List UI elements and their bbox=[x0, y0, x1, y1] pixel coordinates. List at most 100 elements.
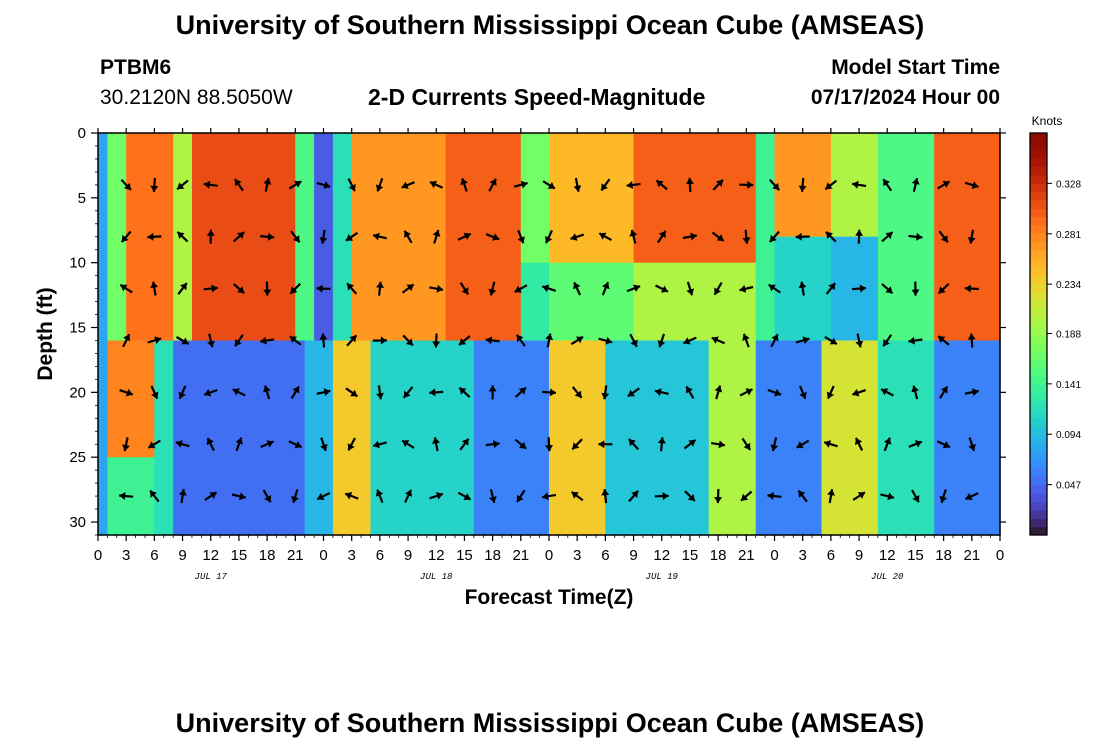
x-tick-label: 21 bbox=[512, 547, 529, 564]
current-arrow bbox=[908, 336, 923, 345]
current-arrow bbox=[880, 492, 895, 501]
colorbar-segment bbox=[1030, 216, 1047, 226]
colorbar-segment bbox=[1030, 409, 1047, 419]
current-arrow bbox=[685, 177, 694, 192]
y-tick-label: 15 bbox=[69, 320, 86, 337]
current-arrow bbox=[206, 437, 215, 451]
current-arrow bbox=[686, 281, 695, 296]
current-arrow bbox=[601, 385, 610, 400]
current-arrow bbox=[404, 489, 413, 503]
x-tick-label: 3 bbox=[348, 547, 356, 564]
current-arrow bbox=[881, 283, 894, 295]
current-arrow bbox=[263, 177, 272, 192]
speed-cell bbox=[755, 340, 823, 536]
y-tick-label: 10 bbox=[69, 255, 86, 272]
current-arrow bbox=[881, 231, 894, 243]
current-arrow bbox=[965, 492, 979, 501]
colorbar-segment bbox=[1030, 459, 1047, 469]
current-arrow bbox=[682, 232, 697, 241]
x-tick-label: 9 bbox=[629, 547, 637, 564]
colorbar-segment bbox=[1030, 149, 1047, 159]
current-arrow bbox=[346, 282, 358, 295]
current-arrow bbox=[937, 283, 950, 295]
x-tick-label: 12 bbox=[653, 547, 670, 564]
current-arrow bbox=[656, 230, 667, 244]
colorbar-segment bbox=[1030, 158, 1047, 167]
current-arrow bbox=[319, 333, 328, 348]
current-arrow bbox=[797, 489, 808, 503]
current-arrow bbox=[344, 492, 359, 500]
speed-cell bbox=[821, 340, 879, 536]
y-tick-label: 5 bbox=[78, 190, 86, 207]
current-arrow bbox=[485, 336, 500, 345]
current-arrow bbox=[150, 385, 159, 400]
current-arrow bbox=[711, 336, 726, 345]
x-tick-label: 0 bbox=[94, 547, 102, 564]
current-arrow bbox=[713, 282, 723, 296]
current-arrow bbox=[290, 230, 301, 243]
colorbar-segment bbox=[1030, 484, 1047, 494]
colorbar-segment bbox=[1030, 283, 1047, 293]
speed-cell bbox=[520, 133, 550, 264]
colorbar-segment bbox=[1030, 442, 1047, 452]
current-arrow bbox=[175, 336, 190, 345]
current-arrow bbox=[150, 177, 159, 192]
current-arrow bbox=[485, 440, 500, 449]
current-arrow bbox=[429, 388, 444, 397]
x-tick-label: 15 bbox=[682, 547, 699, 564]
current-arrow bbox=[291, 489, 299, 504]
current-arrow bbox=[515, 334, 526, 347]
current-arrow bbox=[654, 388, 669, 397]
current-arrow bbox=[573, 177, 582, 192]
current-arrow bbox=[541, 492, 557, 501]
speed-cell bbox=[549, 133, 635, 264]
current-arrow bbox=[119, 283, 133, 294]
current-arrow bbox=[232, 283, 245, 295]
current-arrow bbox=[767, 492, 782, 500]
colorbar-segment bbox=[1030, 367, 1047, 377]
current-arrow bbox=[260, 232, 275, 241]
current-arrow bbox=[571, 386, 583, 399]
current-arrow bbox=[795, 336, 810, 345]
current-arrow bbox=[911, 489, 920, 503]
current-arrow bbox=[654, 492, 669, 501]
current-arrow bbox=[459, 282, 470, 296]
colorbar-segment bbox=[1030, 434, 1047, 444]
current-vector-layer bbox=[119, 177, 979, 504]
current-arrow bbox=[880, 388, 894, 397]
current-arrow bbox=[401, 283, 415, 294]
colorbar-tick-label: 0.188 bbox=[1056, 329, 1081, 340]
current-arrow bbox=[739, 388, 753, 397]
colorbar-tick-label: 0.234 bbox=[1056, 280, 1081, 291]
day-label: JUL 17 bbox=[195, 572, 228, 582]
current-arrow bbox=[739, 180, 754, 189]
current-arrow bbox=[823, 440, 838, 448]
current-arrow bbox=[598, 440, 613, 449]
colorbar-segment bbox=[1030, 317, 1047, 327]
current-arrow bbox=[489, 489, 497, 504]
speed-cell bbox=[98, 133, 108, 536]
current-arrow bbox=[402, 334, 414, 347]
current-arrow bbox=[545, 229, 553, 244]
x-tick-label: 3 bbox=[573, 547, 581, 564]
colorbar-segment bbox=[1030, 342, 1047, 352]
x-tick-label: 0 bbox=[319, 547, 327, 564]
day-label: JUL 18 bbox=[420, 572, 453, 582]
speed-cell bbox=[605, 340, 710, 536]
current-arrow bbox=[598, 232, 613, 242]
colorbar-segment bbox=[1030, 392, 1047, 402]
current-arrow bbox=[206, 229, 215, 244]
current-arrow bbox=[288, 180, 302, 190]
current-arrow bbox=[882, 334, 893, 347]
current-arrow bbox=[964, 284, 979, 293]
speed-cell bbox=[173, 340, 306, 536]
colorbar-segment bbox=[1030, 375, 1047, 385]
colorbar-label: Knots bbox=[1032, 114, 1063, 128]
current-arrow bbox=[852, 388, 867, 397]
current-arrow bbox=[685, 385, 695, 399]
current-arrow bbox=[824, 335, 838, 346]
current-arrow bbox=[203, 284, 218, 293]
colorbar-segment bbox=[1030, 174, 1047, 184]
current-arrow bbox=[967, 229, 976, 244]
current-arrow bbox=[684, 490, 696, 502]
